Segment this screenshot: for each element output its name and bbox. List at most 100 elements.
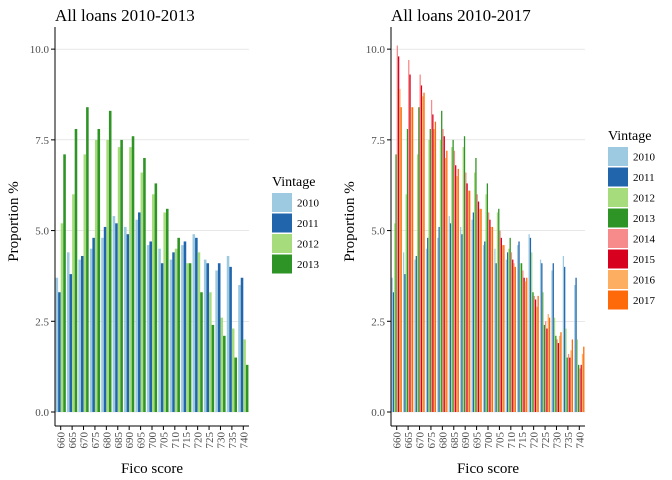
x-tick-label: 720 — [193, 432, 205, 449]
bar-2010-690 — [124, 226, 127, 412]
y-tick-label: 7.5 — [35, 135, 49, 147]
bar-2010-715 — [517, 245, 519, 412]
x-tick-label: 700 — [483, 432, 495, 449]
bar-2017-715 — [526, 277, 528, 412]
bar-2014-680 — [442, 128, 444, 412]
bar-2014-700 — [488, 212, 490, 412]
bar-2013-710 — [177, 237, 180, 412]
bar-2017-685 — [457, 168, 459, 412]
x-tick-label: 740 — [238, 432, 250, 449]
legend-swatch-2016 — [608, 270, 628, 289]
bar-2014-725 — [545, 321, 547, 412]
bar-2011-740 — [240, 277, 244, 412]
legend-label-2011: 2011 — [633, 172, 655, 184]
bar-2010-730 — [215, 270, 218, 412]
bar-2014-685 — [453, 150, 456, 413]
bar-2011-730 — [217, 263, 221, 412]
bar-2010-730 — [551, 270, 553, 412]
bar-2015-735 — [569, 357, 571, 412]
bar-2010-700 — [146, 245, 150, 412]
bar-2017-660 — [400, 107, 402, 412]
bar-2011-725 — [206, 263, 210, 412]
bar-2013-665 — [74, 128, 78, 412]
bar-2013-680 — [441, 110, 443, 412]
bar-2012-715 — [186, 263, 189, 412]
legend-swatch-2011 — [272, 213, 292, 233]
legend-title: Vintage — [272, 175, 315, 190]
bar-2012-660 — [60, 223, 64, 412]
bar-2011-705 — [495, 263, 497, 412]
bar-2012-725 — [209, 292, 212, 412]
bar-2014-715 — [522, 270, 524, 412]
bar-2013-735 — [566, 357, 568, 412]
bar-2015-720 — [534, 299, 537, 412]
x-tick-label: 695 — [472, 432, 484, 449]
bar-2014-740 — [579, 368, 581, 412]
bar-2013-725 — [211, 324, 215, 412]
x-tick-label: 670 — [415, 432, 427, 449]
y-axis-label: Proportion % — [6, 181, 22, 261]
x-tick-label: 690 — [460, 432, 472, 449]
bar-2013-700 — [154, 183, 158, 412]
bar-2016-740 — [581, 353, 584, 412]
x-tick-label: 730 — [551, 432, 563, 449]
bar-2010-735 — [226, 255, 230, 412]
bar-2012-720 — [531, 252, 533, 412]
bar-2011-680 — [438, 226, 440, 412]
x-tick-label: 730 — [215, 432, 227, 449]
y-tick-label: 10.0 — [30, 44, 50, 56]
bar-2014-730 — [556, 339, 558, 412]
y-tick-label: 5.0 — [371, 226, 385, 238]
bar-2010-695 — [471, 219, 473, 412]
bar-2011-710 — [506, 252, 509, 412]
bar-2013-740 — [245, 364, 249, 412]
x-tick-label: 680 — [437, 432, 449, 449]
bar-2010-675 — [425, 248, 428, 412]
x-tick-label: 715 — [181, 432, 193, 449]
bar-2012-720 — [197, 252, 201, 412]
bar-2017-735 — [571, 339, 574, 412]
legend-swatch-2013 — [608, 208, 628, 228]
legend-label-2013: 2013 — [297, 259, 320, 271]
bar-2016-710 — [513, 263, 515, 412]
y-tick-label: 2.5 — [371, 316, 385, 328]
bar-2010-690 — [460, 226, 462, 412]
x-tick-label: 660 — [392, 432, 404, 449]
x-tick-label: 710 — [506, 432, 518, 449]
bar-2013-690 — [131, 136, 135, 413]
bar-2011-685 — [115, 223, 118, 412]
legend-swatch-2011 — [608, 167, 628, 187]
bar-2013-665 — [406, 128, 409, 412]
bar-2013-680 — [108, 110, 112, 412]
bar-2016-735 — [570, 350, 572, 412]
bar-2015-730 — [557, 343, 560, 412]
bar-2012-685 — [117, 147, 121, 413]
legend-swatch-2012 — [608, 188, 628, 207]
bar-2010-665 — [66, 252, 70, 412]
bar-2012-705 — [496, 212, 499, 412]
bar-2010-680 — [101, 237, 104, 412]
x-tick-label: 675 — [426, 432, 438, 449]
bar-2017-675 — [434, 121, 437, 413]
bar-2013-695 — [143, 158, 146, 412]
bar-2014-675 — [430, 99, 433, 412]
bar-2010-710 — [169, 259, 173, 412]
bar-2012-685 — [451, 147, 453, 413]
panel-title: All loans 2010-2013 — [55, 6, 195, 25]
x-tick-label: 740 — [574, 432, 586, 449]
x-tick-label: 680 — [101, 432, 113, 449]
y-tick-label: 5.0 — [35, 226, 49, 238]
bar-2011-720 — [195, 237, 198, 412]
bar-2012-680 — [106, 139, 109, 413]
bar-2012-735 — [231, 328, 235, 412]
bar-2015-695 — [477, 201, 480, 412]
bar-2011-705 — [160, 263, 164, 412]
legend-label-2011: 2011 — [297, 218, 319, 230]
legend-label-2012: 2012 — [633, 193, 655, 205]
bar-2017-695 — [480, 208, 482, 412]
bar-2013-730 — [223, 335, 226, 412]
bar-2013-720 — [532, 292, 534, 412]
bar-2016-725 — [547, 314, 549, 412]
bar-2017-690 — [469, 190, 471, 412]
